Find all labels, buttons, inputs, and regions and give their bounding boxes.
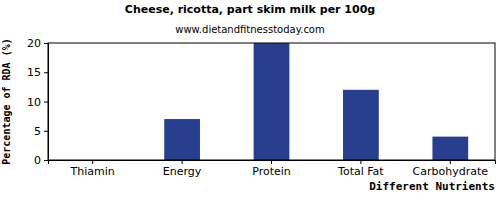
- plot: 0 5 10 15 20 Thiamin Energy Protein Total Fat Car…: [27, 37, 496, 178]
- x-tick-mark: [450, 160, 451, 164]
- y-tick-mark: [44, 160, 48, 161]
- x-tick: Energy: [163, 160, 202, 178]
- y-tick: 10: [27, 96, 48, 109]
- x-tick-mark: [92, 160, 93, 164]
- x-tick-label: Total Fat: [337, 165, 384, 178]
- subtitle: www.dietandfitnesstoday.com: [175, 24, 324, 35]
- plot-frame: [48, 43, 495, 160]
- x-tick: Thiamin: [70, 160, 115, 178]
- bars: [164, 43, 468, 160]
- x-axis-line: [49, 161, 496, 165]
- y-axis-title: Percentage of RDA (%): [1, 38, 12, 164]
- x-tick-mark: [271, 160, 272, 164]
- x-tick: Protein: [252, 160, 291, 178]
- y-tick-label: 5: [34, 125, 41, 138]
- bar: [343, 90, 379, 160]
- y-tick: 15: [27, 66, 48, 79]
- x-tick-label: Carbohydrate: [413, 165, 489, 178]
- y-tick: 5: [34, 125, 48, 138]
- chart: 0 5 10 15 20 Thiamin Energy Protein Total Fat Car…: [0, 0, 500, 200]
- x-tick-label: Protein: [252, 165, 291, 178]
- y-tick-mark: [44, 102, 48, 103]
- x-tick-label: Energy: [163, 165, 202, 178]
- y-tick: 20: [27, 37, 48, 50]
- bar: [254, 43, 290, 160]
- y-tick-label: 0: [34, 154, 41, 167]
- x-tick: Total Fat: [337, 160, 384, 178]
- x-tick: Carbohydrate: [413, 160, 489, 178]
- y-tick-mark: [44, 72, 48, 73]
- x-tick-mark: [360, 160, 361, 164]
- y-tick-label: 15: [27, 66, 41, 79]
- bar: [432, 137, 468, 160]
- y-tick-mark: [44, 131, 48, 132]
- title: Cheese, ricotta, part skim milk per 100g: [125, 3, 375, 16]
- y-tick-mark: [44, 43, 48, 44]
- y-tick-label: 20: [27, 37, 41, 50]
- y-axis: 0 5 10 15 20: [27, 37, 49, 167]
- bar: [164, 119, 200, 160]
- x-tick-label: Thiamin: [70, 165, 115, 178]
- x-tick-mark: [182, 160, 183, 164]
- x-axis-title: Different Nutrients: [369, 180, 495, 193]
- y-tick: 0: [34, 154, 48, 167]
- x-axis: Thiamin Energy Protein Total Fat Carbohydrat…: [49, 160, 496, 178]
- y-tick-label: 10: [27, 96, 41, 109]
